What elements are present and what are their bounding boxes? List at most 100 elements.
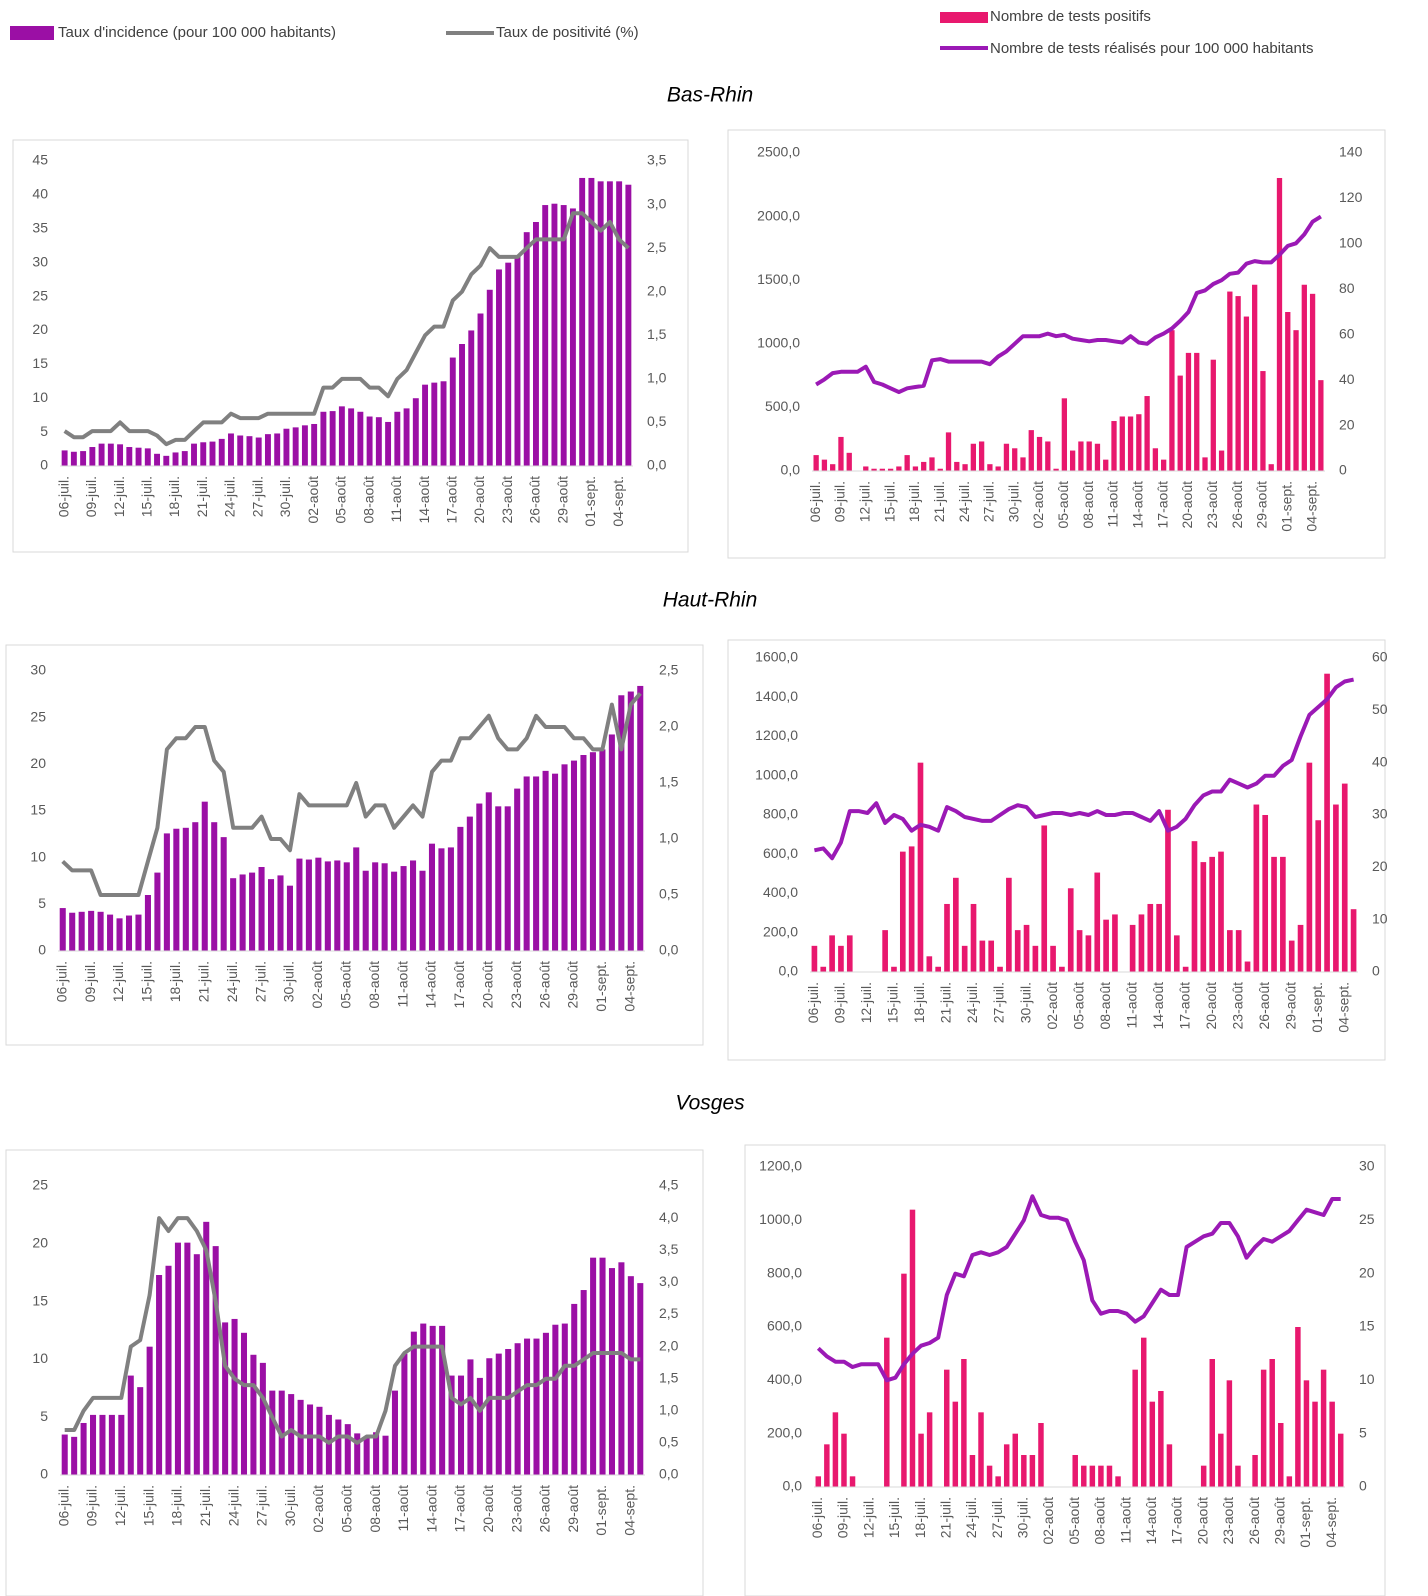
y2-tick-label: 4,5 <box>659 1177 679 1193</box>
bar <box>191 443 197 466</box>
bar <box>1315 820 1322 972</box>
bar <box>1038 1423 1044 1487</box>
bar <box>523 776 530 951</box>
x-tick-label: 08-août <box>1092 1497 1108 1545</box>
x-tick-label: 17-août <box>1176 982 1192 1030</box>
y-tick-label: 800,0 <box>767 1264 802 1280</box>
y-tick-label: 600,0 <box>767 1318 802 1334</box>
bar <box>912 466 919 471</box>
y-tick-label: 20 <box>32 1235 48 1251</box>
bar <box>70 451 77 466</box>
bar <box>156 1275 163 1475</box>
bar <box>165 1265 172 1475</box>
bar <box>995 466 1001 471</box>
bar <box>107 914 114 951</box>
x-tick-label: 12-juil. <box>110 961 126 1002</box>
bar <box>551 203 558 466</box>
bar <box>580 1290 587 1475</box>
x-tick-label: 01-sept. <box>1278 481 1294 532</box>
x-tick-label: 29-août <box>554 476 570 524</box>
bar <box>1003 443 1010 471</box>
bar <box>514 1343 521 1475</box>
bar <box>1333 804 1339 972</box>
bar <box>953 877 959 972</box>
bar <box>71 1436 78 1475</box>
legend-label: Nombre de tests réalisés pour 100 000 ha… <box>990 40 1314 57</box>
bar <box>979 940 986 972</box>
bar <box>1191 841 1198 972</box>
bar <box>571 1303 578 1475</box>
bar <box>362 870 369 951</box>
bar <box>1106 1465 1113 1487</box>
bar <box>917 762 924 972</box>
bar <box>820 966 827 972</box>
x-tick-label: 26-août <box>536 961 552 1009</box>
bar <box>590 1257 597 1475</box>
bar <box>1297 924 1304 972</box>
y2-tick-label: 0,0 <box>659 942 679 958</box>
chart-frame <box>5 1149 704 1596</box>
bar <box>192 822 199 951</box>
bar <box>882 930 888 972</box>
bar <box>307 1404 314 1475</box>
x-tick-label: 04-sept. <box>610 476 626 527</box>
x-tick-label: 26-août <box>527 476 543 524</box>
bar <box>523 232 530 466</box>
bar <box>1094 443 1101 471</box>
x-tick-label: 17-août <box>452 1485 468 1533</box>
bar <box>422 384 429 466</box>
bar <box>838 945 844 972</box>
bar <box>599 1257 606 1475</box>
x-tick-label: 06-juil. <box>53 961 69 1002</box>
bar <box>1032 945 1039 972</box>
y-tick-label: 35 <box>32 219 48 235</box>
bar <box>117 444 124 466</box>
bar <box>353 847 360 951</box>
chart-frame <box>727 129 1386 559</box>
bar <box>218 438 225 466</box>
y2-tick-label: 3,0 <box>647 195 667 211</box>
x-tick-label: 27-juil. <box>252 961 268 1002</box>
bar <box>569 208 576 466</box>
bar <box>1303 1380 1310 1487</box>
x-tick-label: 08-août <box>1080 481 1096 529</box>
bar <box>264 434 271 466</box>
bar <box>608 1268 615 1475</box>
bar <box>335 1419 342 1475</box>
bar <box>449 357 456 466</box>
y-tick-label: 20 <box>30 755 46 771</box>
y-tick-label: 5 <box>38 895 46 911</box>
x-tick-label: 14-août <box>423 1485 439 1533</box>
x-tick-label: 02-août <box>1044 982 1060 1030</box>
y2-tick-label: 10 <box>1372 910 1388 926</box>
bar <box>135 914 142 951</box>
bar <box>1127 416 1134 471</box>
bar <box>420 1323 427 1475</box>
x-tick-label: 06-juil. <box>809 1497 825 1538</box>
y2-tick-label: 40 <box>1372 753 1388 769</box>
x-tick-label: 14-août <box>1143 1497 1159 1545</box>
bar <box>542 205 549 467</box>
bar <box>457 1375 465 1475</box>
x-tick-label: 26-août <box>1256 982 1272 1030</box>
bar <box>90 1414 97 1475</box>
bar <box>372 862 379 951</box>
bar <box>954 461 960 471</box>
x-tick-label: 26-août <box>1229 481 1245 529</box>
y-tick-label: 0 <box>40 1466 48 1482</box>
bar <box>1166 1444 1173 1487</box>
x-tick-label: 26-août <box>537 1485 553 1533</box>
line <box>816 1194 1341 1383</box>
bar <box>1086 441 1092 471</box>
bar <box>1318 380 1324 471</box>
y2-tick-label: 30 <box>1372 806 1388 822</box>
x-tick-label: 08-août <box>367 1485 383 1533</box>
x-tick-label: 01-sept. <box>593 1485 609 1536</box>
bar <box>1235 296 1241 471</box>
bar <box>61 450 68 466</box>
y2-tick-label: 1,5 <box>659 1369 679 1385</box>
bar <box>439 1325 446 1475</box>
x-tick-label: 02-août <box>1040 1497 1056 1545</box>
bar <box>305 859 312 951</box>
y2-tick-label: 3,0 <box>659 1273 679 1289</box>
